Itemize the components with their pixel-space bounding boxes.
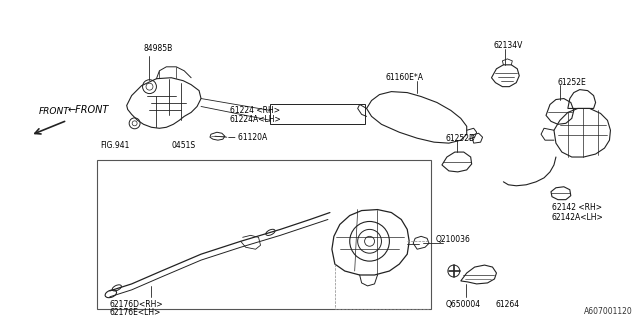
Text: 61224A<LH>: 61224A<LH> [230,115,282,124]
Text: 62142A<LH>: 62142A<LH> [552,213,604,222]
Text: 62134V: 62134V [493,42,523,51]
Text: 84985B: 84985B [143,44,173,53]
Text: — 61120A: — 61120A [228,133,267,142]
Text: A607001120: A607001120 [584,307,632,316]
Text: 61252D: 61252D [446,134,476,143]
Text: 61160E*A: 61160E*A [385,73,424,82]
Text: 61264: 61264 [495,300,520,309]
Text: Q210036: Q210036 [436,235,471,244]
Text: 61224 <RH>: 61224 <RH> [230,106,280,115]
Text: 62176D<RH>: 62176D<RH> [110,300,163,309]
Text: FRONT: FRONT [39,108,70,116]
Bar [97,160,431,309]
Bar [271,105,365,124]
Text: 0451S: 0451S [172,140,195,150]
Text: 61252E: 61252E [558,78,587,87]
Text: Q650004: Q650004 [446,300,481,309]
Text: FIG.941: FIG.941 [100,140,129,150]
Text: ←FRONT: ←FRONT [67,105,109,116]
Text: 62176E<LH>: 62176E<LH> [110,308,161,317]
Text: 62142 <RH>: 62142 <RH> [552,203,602,212]
